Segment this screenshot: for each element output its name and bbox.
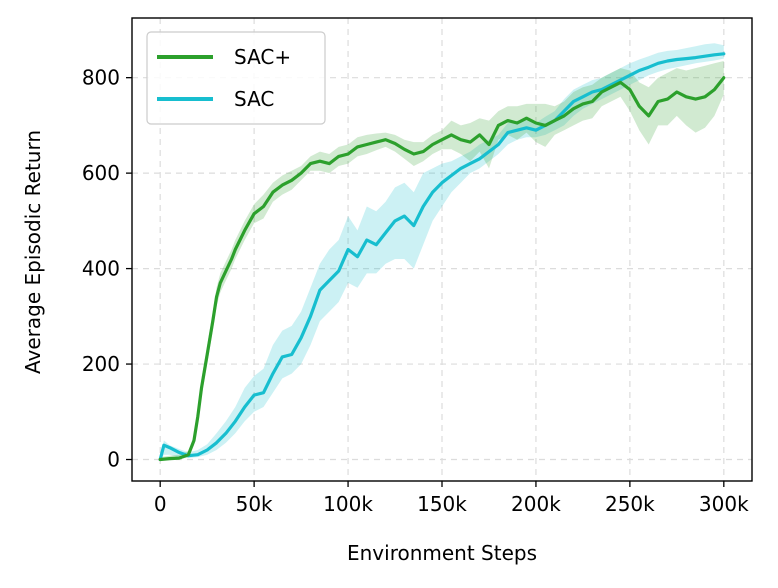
series-lines <box>158 52 726 462</box>
y-axis-ticks: 0 200 400 600 800 <box>82 66 132 472</box>
x-tick-label: 250k <box>605 492 655 516</box>
band-sac <box>160 43 724 460</box>
legend-label-sac-plus: SAC+ <box>234 45 291 69</box>
y-tick-label: 200 <box>82 352 120 376</box>
y-tick-label: 800 <box>82 66 120 90</box>
x-axis-ticks: 0 50k 100k 150k 200k 250k 300k <box>154 481 749 516</box>
x-tick-label: 200k <box>511 492 561 516</box>
y-axis-label: Average Episodic Return <box>21 130 45 374</box>
y-tick-label: 0 <box>107 448 120 472</box>
legend-label-sac: SAC <box>234 87 274 111</box>
series-line-sac-plus <box>158 76 726 462</box>
x-tick-label: 150k <box>417 492 467 516</box>
x-tick-label: 300k <box>699 492 749 516</box>
legend: SAC+ SAC <box>146 31 326 125</box>
series-line-sac <box>158 52 726 462</box>
y-tick-label: 400 <box>82 257 120 281</box>
x-tick-label: 100k <box>323 492 373 516</box>
x-axis-label: Environment Steps <box>347 541 537 565</box>
x-tick-label: 50k <box>236 492 273 516</box>
x-tick-label: 0 <box>154 492 167 516</box>
y-tick-label: 600 <box>82 161 120 185</box>
